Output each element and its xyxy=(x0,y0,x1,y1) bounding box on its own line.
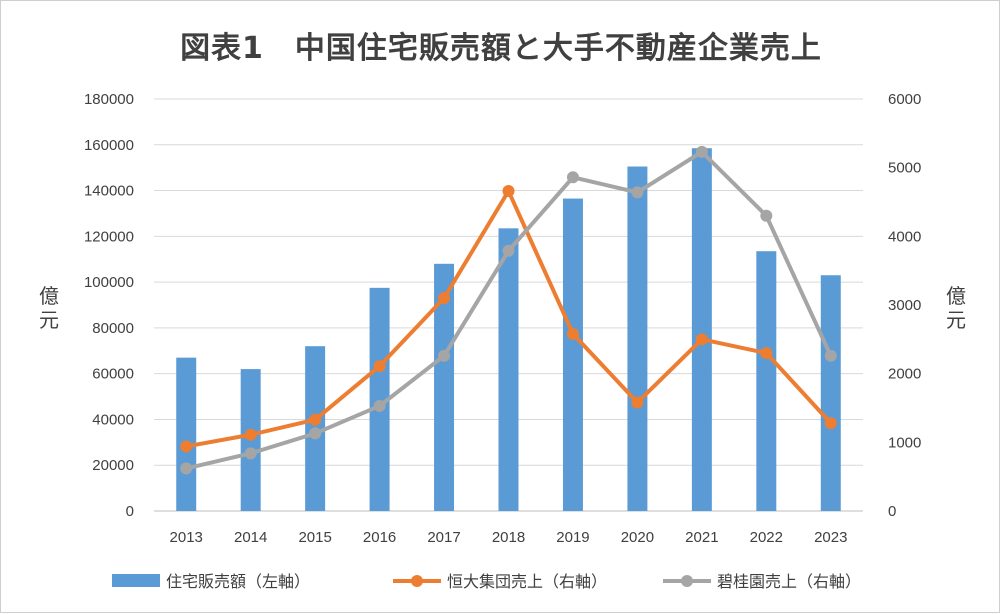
right-tick-label: 1000 xyxy=(888,434,921,451)
x-tick-label: 2019 xyxy=(556,529,589,546)
x-tick-label: 2016 xyxy=(363,529,396,546)
x-tick-label: 2022 xyxy=(750,529,783,546)
left-tick-label: 160000 xyxy=(84,137,134,154)
legend-label: 住宅販売額（左軸） xyxy=(166,572,310,591)
right-tick-label: 4000 xyxy=(888,228,921,245)
chart-title: 図表1 中国住宅販売額と大手不動産企業売上 xyxy=(180,31,822,66)
series-point xyxy=(502,185,515,198)
x-tick-label: 2015 xyxy=(298,529,331,546)
right-axis-unit: 億元 xyxy=(946,284,966,332)
bar xyxy=(369,287,390,511)
left-tick-label: 60000 xyxy=(92,366,134,383)
series-point xyxy=(244,447,257,460)
left-tick-label: 120000 xyxy=(84,228,134,245)
series-point xyxy=(180,440,193,453)
left-tick-label: 80000 xyxy=(92,320,134,337)
x-tick-label: 2021 xyxy=(685,529,718,546)
right-tick-label: 0 xyxy=(888,503,896,520)
series-point xyxy=(244,428,257,441)
x-tick-label: 2020 xyxy=(621,529,654,546)
x-tick-label: 2023 xyxy=(814,529,847,546)
x-tick-label: 2017 xyxy=(427,529,460,546)
right-tick-label: 2000 xyxy=(888,366,921,383)
x-tick-label: 2013 xyxy=(170,529,203,546)
x-tick-label: 2014 xyxy=(234,529,267,546)
series-point xyxy=(760,347,773,360)
x-tick-label: 2018 xyxy=(492,529,525,546)
series-point xyxy=(824,417,837,430)
bar xyxy=(756,251,777,511)
bar xyxy=(498,228,519,512)
legend-swatch-marker xyxy=(411,575,423,587)
left-tick-label: 40000 xyxy=(92,411,134,428)
series-point xyxy=(631,396,644,409)
right-tick-label: 6000 xyxy=(888,91,921,108)
series-point xyxy=(695,333,708,346)
series-point xyxy=(760,209,773,222)
left-tick-label: 140000 xyxy=(84,183,134,200)
left-axis-unit: 億元 xyxy=(39,284,59,332)
series-point xyxy=(373,399,386,412)
bar xyxy=(562,198,583,512)
legend-swatch-marker xyxy=(681,575,693,587)
series-point xyxy=(180,462,193,475)
left-tick-label: 0 xyxy=(126,503,134,520)
series-point xyxy=(566,171,579,184)
series-point xyxy=(631,186,644,199)
left-tick-label: 100000 xyxy=(84,274,134,291)
series-point xyxy=(309,413,322,426)
series-point xyxy=(438,292,451,305)
series-point xyxy=(438,349,451,362)
bar xyxy=(176,357,197,511)
right-tick-label: 5000 xyxy=(888,160,921,177)
left-tick-label: 20000 xyxy=(92,457,134,474)
bar xyxy=(434,263,455,511)
series-point xyxy=(695,145,708,158)
series-point xyxy=(373,360,386,373)
bar xyxy=(627,166,648,511)
legend-swatch-bar xyxy=(112,574,160,587)
right-tick-label: 3000 xyxy=(888,297,921,314)
bar xyxy=(691,148,712,511)
legend-label: 恒大集団売上（右軸） xyxy=(447,572,607,591)
series-point xyxy=(566,327,579,340)
series-point xyxy=(824,349,837,362)
left-tick-label: 180000 xyxy=(84,91,134,108)
legend-label: 碧桂園売上（右軸） xyxy=(717,572,861,591)
series-point xyxy=(502,244,515,257)
series-point xyxy=(309,427,322,440)
bar xyxy=(820,275,841,511)
